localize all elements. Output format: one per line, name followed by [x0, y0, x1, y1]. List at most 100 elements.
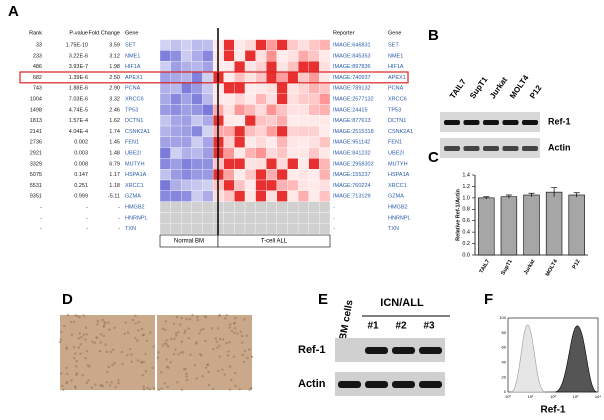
blot-band — [419, 347, 442, 354]
cell-texture — [246, 356, 249, 360]
table-cell: IMAGE:646831 — [333, 42, 371, 48]
table-cell: IMAGE:24415 — [333, 107, 368, 113]
table-cell: GZMA — [388, 194, 404, 200]
heatmap-cell — [297, 93, 309, 105]
heatmap-cell — [202, 125, 214, 137]
cell-texture — [107, 321, 110, 324]
heatmap-cell — [276, 169, 288, 181]
table-cell: XRCC1 — [388, 183, 407, 189]
heatmap-cell — [287, 71, 299, 83]
y-tick-label: 0.4 — [462, 230, 470, 236]
heatmap-cell — [234, 104, 246, 116]
cell-texture — [84, 326, 88, 329]
cell-texture — [84, 356, 87, 360]
heatmap-cell — [319, 71, 331, 83]
heatmap-cell — [159, 223, 171, 235]
heatmap-cell — [202, 147, 214, 159]
x-tick-label: MOLT4 — [545, 258, 560, 278]
heatmap-cell — [244, 71, 256, 83]
plot-frame — [507, 317, 599, 393]
heatmap-cell — [181, 50, 193, 62]
cell-texture — [177, 330, 180, 334]
lane-label: BM cells — [338, 299, 356, 341]
table-cell: FEN1 — [388, 140, 402, 146]
cell-texture — [91, 340, 94, 343]
cell-texture — [228, 323, 232, 326]
heatmap-cell — [223, 212, 235, 224]
cell-texture — [193, 364, 196, 367]
table-cell: - — [118, 215, 120, 221]
cell-texture — [226, 354, 230, 357]
cell-texture — [65, 381, 68, 384]
heatmap-cell — [234, 223, 246, 235]
cell-texture — [130, 353, 133, 356]
y-tick-label: 0.6 — [462, 218, 470, 224]
cell-texture — [105, 350, 109, 354]
cell-texture — [66, 313, 70, 317]
cell-texture — [140, 327, 144, 331]
cell-texture — [99, 341, 102, 344]
heatmap-cell — [223, 104, 235, 116]
heatmap-cell — [308, 39, 320, 51]
cell-texture — [87, 379, 90, 382]
table-cell: DCTN1 — [388, 118, 406, 124]
heatmap-cell — [319, 125, 331, 137]
cell-texture — [124, 321, 127, 324]
heatmap-cell — [159, 115, 171, 127]
lane-label: SupT1 — [468, 75, 490, 101]
table-cell: -5.11 — [108, 194, 120, 200]
cell-texture — [102, 334, 105, 338]
heatmap-cell — [319, 104, 331, 116]
cell-texture — [243, 349, 247, 353]
heatmap-cell — [223, 39, 235, 51]
cell-texture — [224, 317, 227, 320]
heatmap-cell — [266, 179, 278, 191]
heatmap-cell — [191, 223, 203, 235]
table-cell: 0.002 — [74, 140, 88, 146]
heatmap-cell — [319, 223, 331, 235]
table-cell: HNRNPL — [125, 215, 148, 221]
cell-texture — [250, 355, 254, 358]
heatmap-cell — [308, 179, 320, 191]
cell-texture — [66, 372, 69, 376]
table-cell: 233 — [33, 53, 42, 59]
cell-texture — [149, 331, 152, 334]
table-cell: - — [40, 226, 42, 232]
cell-texture — [156, 356, 160, 359]
lane-label: TAIL7 — [448, 77, 468, 100]
cell-texture — [74, 352, 77, 355]
cell-texture — [75, 365, 78, 368]
error-bar — [551, 187, 558, 197]
cell-texture — [142, 333, 145, 336]
blot-band — [522, 146, 538, 151]
heatmap-cell — [319, 115, 331, 127]
cell-texture — [245, 334, 249, 337]
heatmap-cell — [234, 179, 246, 191]
table-cell: 7.03E-6 — [69, 96, 88, 102]
table-cell: 0.008 — [74, 161, 88, 167]
table-cell: 4.04E-4 — [69, 129, 88, 135]
heatmap-cell — [170, 50, 182, 62]
cell-texture — [183, 331, 186, 335]
cell-texture — [204, 339, 207, 343]
heatmap-cell — [287, 158, 299, 170]
heatmap-cell — [266, 190, 278, 202]
y-tick-label: 100 — [499, 315, 506, 320]
table-cell: 1813 — [30, 118, 42, 124]
cell-texture — [236, 332, 239, 335]
table-cell: - — [86, 215, 88, 221]
heatmap-cell — [159, 158, 171, 170]
table-cell: 2736 — [30, 140, 42, 146]
table-cell: - — [333, 226, 335, 232]
cell-texture — [191, 313, 194, 317]
y-tick-label: 80 — [502, 330, 507, 335]
cell-texture — [184, 329, 187, 333]
heatmap-cell — [159, 169, 171, 181]
cell-texture — [126, 353, 129, 357]
heatmap-cell — [170, 158, 182, 170]
cell-texture — [232, 355, 236, 359]
band-label: Actin — [548, 142, 571, 152]
x-tick-label: 10⁴ — [595, 394, 601, 399]
table-cell: HSPA1A — [125, 172, 147, 178]
